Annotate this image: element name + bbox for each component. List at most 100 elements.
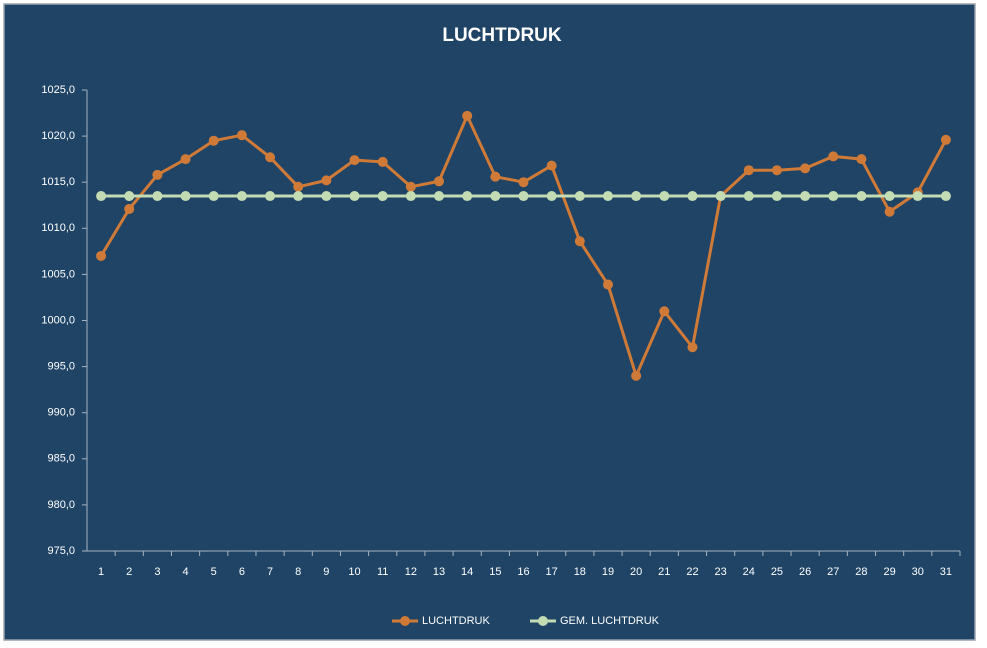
data-point [405, 191, 416, 202]
y-tick-label: 985,0 [47, 453, 75, 465]
x-tick-label: 15 [489, 566, 501, 578]
data-point [236, 191, 247, 202]
x-tick-label: 11 [377, 566, 388, 578]
x-tick-label: 1 [98, 566, 104, 578]
data-point [236, 130, 247, 141]
data-point [631, 370, 642, 381]
data-point [490, 191, 501, 202]
x-tick-label: 12 [405, 566, 417, 578]
data-point [96, 250, 107, 261]
legend-label: GEM. LUCHTDRUK [560, 615, 660, 627]
x-tick-label: 10 [348, 566, 360, 578]
data-point [377, 156, 388, 167]
y-tick-label: 1020,0 [41, 130, 75, 142]
data-point [377, 191, 388, 202]
data-point [800, 163, 811, 174]
data-point [349, 155, 360, 166]
x-tick-label: 16 [517, 566, 529, 578]
data-point [265, 152, 276, 163]
data-point [124, 191, 135, 202]
data-point [124, 203, 135, 214]
data-point [940, 191, 951, 202]
legend-swatch [538, 616, 548, 626]
x-tick-label: 3 [154, 566, 160, 578]
data-point [856, 191, 867, 202]
data-point [434, 191, 445, 202]
chart-title: LUCHTDRUK [442, 25, 562, 46]
y-tick-label: 1015,0 [41, 176, 75, 188]
x-tick-label: 4 [183, 566, 189, 578]
data-point [631, 191, 642, 202]
data-point [687, 342, 698, 353]
data-point [321, 191, 332, 202]
data-point [828, 191, 839, 202]
data-point [912, 191, 923, 202]
data-point [518, 191, 529, 202]
data-point [293, 181, 304, 192]
chart-background [3, 3, 976, 641]
y-tick-label: 975,0 [47, 545, 75, 557]
x-tick-label: 26 [799, 566, 811, 578]
x-tick-label: 22 [686, 566, 698, 578]
data-point [462, 110, 473, 121]
data-point [405, 181, 416, 192]
y-tick-label: 990,0 [47, 407, 75, 419]
data-point [884, 206, 895, 217]
x-tick-label: 7 [267, 566, 273, 578]
x-tick-label: 24 [743, 566, 755, 578]
x-tick-label: 8 [295, 566, 301, 578]
x-tick-label: 29 [883, 566, 895, 578]
data-point [940, 134, 951, 145]
data-point [800, 191, 811, 202]
y-tick-label: 1000,0 [41, 314, 75, 326]
data-point [180, 154, 191, 165]
data-point [321, 175, 332, 186]
data-point [293, 191, 304, 202]
x-tick-label: 19 [602, 566, 614, 578]
y-tick-label: 1025,0 [41, 84, 75, 96]
data-point [265, 191, 276, 202]
x-tick-label: 27 [827, 566, 839, 578]
data-point [771, 165, 782, 176]
x-tick-label: 31 [940, 566, 952, 578]
x-tick-label: 13 [433, 566, 445, 578]
data-point [518, 177, 529, 188]
x-tick-label: 20 [630, 566, 642, 578]
x-tick-label: 30 [912, 566, 924, 578]
data-point [884, 191, 895, 202]
data-point [546, 160, 557, 171]
x-tick-label: 25 [771, 566, 783, 578]
data-point [208, 135, 219, 146]
y-tick-label: 995,0 [47, 361, 75, 373]
data-point [152, 191, 163, 202]
data-point [180, 191, 191, 202]
data-point [602, 191, 613, 202]
data-point [715, 191, 726, 202]
data-point [687, 191, 698, 202]
data-point [574, 236, 585, 247]
data-point [828, 151, 839, 162]
data-point [659, 191, 670, 202]
data-point [152, 169, 163, 180]
data-point [743, 191, 754, 202]
y-tick-label: 1005,0 [41, 268, 75, 280]
data-point [856, 154, 867, 165]
x-tick-label: 5 [211, 566, 217, 578]
y-tick-label: 980,0 [47, 499, 75, 511]
data-point [349, 191, 360, 202]
data-point [602, 279, 613, 290]
legend-label: LUCHTDRUK [422, 615, 491, 627]
x-tick-label: 14 [461, 566, 473, 578]
data-point [574, 191, 585, 202]
x-tick-label: 23 [715, 566, 727, 578]
x-tick-label: 9 [323, 566, 329, 578]
legend-swatch [400, 616, 410, 626]
data-point [743, 165, 754, 176]
data-point [96, 191, 107, 202]
x-tick-label: 18 [574, 566, 586, 578]
x-tick-label: 6 [239, 566, 245, 578]
data-point [490, 171, 501, 182]
x-tick-label: 17 [546, 566, 558, 578]
data-point [546, 191, 557, 202]
